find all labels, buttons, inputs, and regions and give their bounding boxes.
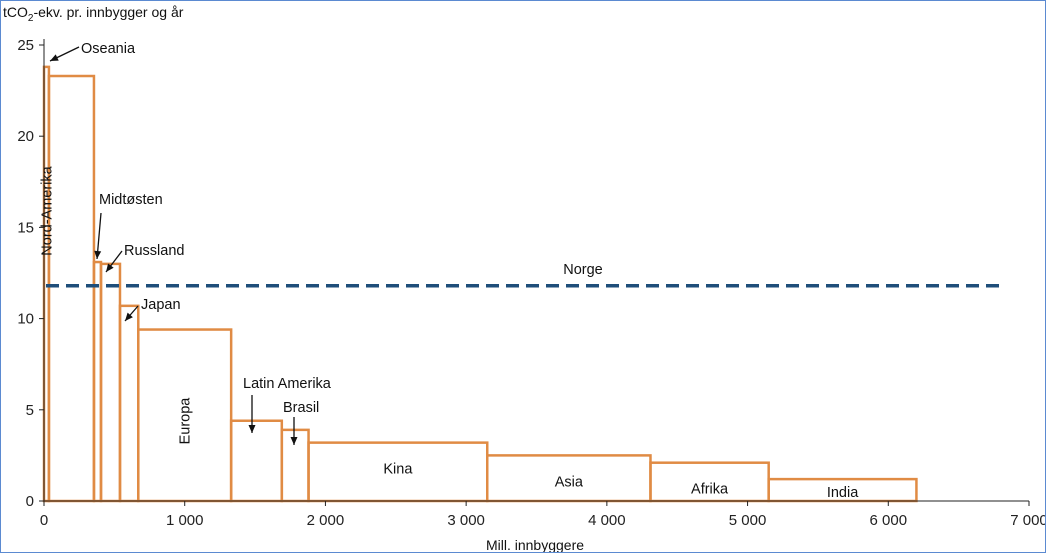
arrow-head xyxy=(106,263,114,272)
bar-label-oseania: Oseania xyxy=(81,41,136,57)
arrows-layer xyxy=(49,46,298,445)
bar-label-india: India xyxy=(827,485,859,501)
x-tick-label: 6 000 xyxy=(870,512,908,529)
arrow-oseania xyxy=(49,46,80,62)
y-tick-label: 5 xyxy=(26,402,34,419)
bar-label-nord-amerika: Nord-Amerika xyxy=(39,165,55,255)
arrow-russland xyxy=(105,250,123,273)
bar-label-asia: Asia xyxy=(555,474,584,490)
arrow-head xyxy=(248,425,256,433)
y-tick-label: 0 xyxy=(26,493,34,510)
x-tick-label: 0 xyxy=(40,512,48,529)
arrow-head xyxy=(290,437,298,445)
bar-label-brasil: Brasil xyxy=(283,400,319,416)
bars-layer xyxy=(42,65,918,503)
x-tick-label: 5 000 xyxy=(729,512,767,529)
arrow-latin-amerika xyxy=(248,395,256,433)
arrow-japan xyxy=(124,305,139,322)
bar-label-japan: Japan xyxy=(141,297,181,313)
bar-japan xyxy=(118,304,140,503)
arrow-brasil xyxy=(290,417,298,445)
bar-label-latin-amerika: Latin Amerika xyxy=(243,376,332,392)
labels-layer: Nord-Amerika Europa Kina Asia Afrika India Ose… xyxy=(39,41,859,501)
bar-label-kina: Kina xyxy=(383,462,413,478)
bar-label-midtosten: Midtøsten xyxy=(99,192,163,208)
bar-label-norge: Norge xyxy=(563,262,603,278)
arrow-head xyxy=(50,54,59,61)
x-tick-label: 3 000 xyxy=(447,512,485,529)
arrow-head xyxy=(94,250,102,259)
x-tick-label: 7 000 xyxy=(1010,512,1045,529)
bar-latin-amerika xyxy=(229,419,284,503)
bar-russland xyxy=(99,262,122,503)
arrow-midtosten xyxy=(94,212,102,260)
x-axis-title: Mill. innbyggere xyxy=(486,537,584,552)
bar-nord-amerika xyxy=(47,74,96,503)
y-tick-label: 15 xyxy=(17,219,34,236)
x-tick-label: 4 000 xyxy=(588,512,626,529)
y-tick-label: 25 xyxy=(17,37,34,54)
x-tick-label: 2 000 xyxy=(307,512,345,529)
bar-label-europa: Europa xyxy=(178,397,194,445)
axes-layer: 0 5 10 15 20 25 0 1 000 2 000 3 000 4 000 5 000 6 00… xyxy=(17,37,1045,529)
y-axis-title: tCO2-ekv. pr. innbygger og år xyxy=(3,4,184,24)
bar-label-afrika: Afrika xyxy=(691,482,729,498)
y-tick-label: 20 xyxy=(17,128,34,145)
x-tick-label: 1 000 xyxy=(166,512,204,529)
y-tick-label: 10 xyxy=(17,311,34,328)
arrow-head xyxy=(125,312,133,321)
bar-label-russland: Russland xyxy=(124,243,184,259)
